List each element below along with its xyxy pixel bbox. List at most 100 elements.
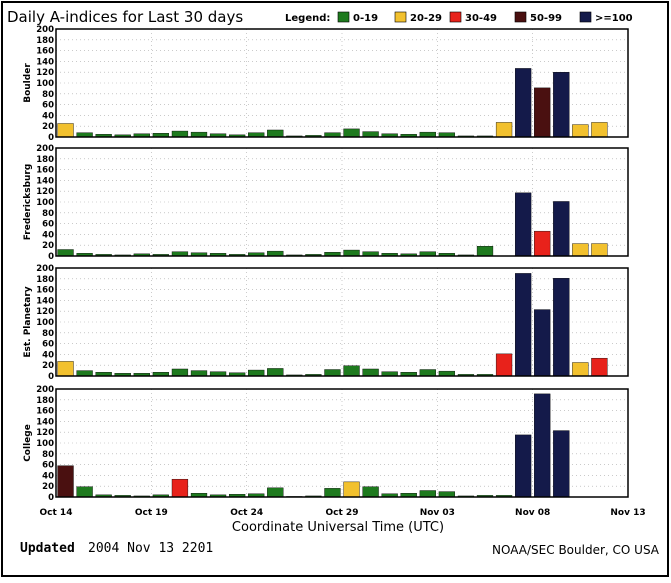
x-tick-label: Nov 08 <box>515 508 550 518</box>
x-axis-ticks: Oct 14 Oct 19 Oct 24 Oct 29 Nov 03 Nov 08 Nov … <box>40 508 646 518</box>
bar <box>515 434 532 498</box>
bar <box>343 128 360 138</box>
bar <box>553 71 570 138</box>
bar <box>76 486 93 498</box>
y-tick-label: 40 <box>42 230 54 240</box>
y-tick-label: 100 <box>36 79 54 89</box>
bar <box>267 129 284 138</box>
x-tick-label: Oct 24 <box>230 508 263 518</box>
bar <box>553 201 570 257</box>
plot-frame <box>55 28 629 138</box>
bar <box>515 273 532 377</box>
x-tick-label: Oct 29 <box>326 508 359 518</box>
bar <box>343 481 360 498</box>
bar <box>572 124 589 138</box>
legend-item-label: 20-29 <box>410 13 442 24</box>
bar <box>190 370 208 377</box>
y-tick-label: 20 <box>42 122 54 132</box>
bar <box>267 368 284 377</box>
panels: 020406080100120140160180200Boulder020406… <box>23 25 629 503</box>
y-tick-label: 180 <box>36 275 54 285</box>
legend-swatch <box>449 11 462 23</box>
y-tick-label: 0 <box>48 133 54 143</box>
y-tick-label: 120 <box>36 187 54 197</box>
y-tick-label: 140 <box>36 176 54 186</box>
bar <box>248 369 265 377</box>
credit-text: NOAA/SEC Boulder, CO USA <box>492 543 660 557</box>
bar <box>553 430 570 498</box>
y-tick-label: 120 <box>36 68 54 78</box>
y-tick-label: 20 <box>42 241 54 251</box>
y-tick-label: 60 <box>42 461 54 471</box>
legend: 0-19 20-29 30-49 50-99 >=100 <box>337 11 633 24</box>
bar <box>343 249 360 257</box>
y-tick-label: 140 <box>36 296 54 306</box>
updated-value: 2004 Nov 13 2201 <box>88 541 213 556</box>
y-tick-label: 200 <box>36 144 54 154</box>
y-tick-label: 200 <box>36 385 54 395</box>
y-tick-label: 80 <box>42 209 54 219</box>
bar <box>438 491 455 498</box>
y-tick-label: 100 <box>36 198 54 208</box>
x-tick-label: Nov 03 <box>420 508 455 518</box>
y-tick-label: 20 <box>42 361 54 371</box>
bar <box>324 369 341 377</box>
bar <box>324 488 341 498</box>
bar <box>57 123 74 138</box>
bar <box>591 357 608 377</box>
y-tick-label: 160 <box>36 47 54 57</box>
y-tick-label: 40 <box>42 350 54 360</box>
updated-label: Updated <box>20 541 75 556</box>
bar <box>343 365 360 377</box>
y-tick-label: 120 <box>36 307 54 317</box>
bar <box>534 393 551 498</box>
x-tick-label: Nov 13 <box>610 508 645 518</box>
bar <box>572 243 589 257</box>
y-tick-label: 40 <box>42 111 54 121</box>
y-tick-label: 0 <box>48 493 54 503</box>
y-tick-label: 140 <box>36 57 54 67</box>
bar <box>515 68 532 138</box>
y-tick-label: 60 <box>42 101 54 111</box>
bar <box>171 368 189 377</box>
x-axis-label: Coordinate Universal Time (UTC) <box>232 520 444 535</box>
panel-fredericksburg: 020406080100120140160180200Fredericksbur… <box>23 144 629 262</box>
x-tick-label: Oct 14 <box>40 508 73 518</box>
y-tick-label: 60 <box>42 220 54 230</box>
y-tick-label: 180 <box>36 36 54 46</box>
bar <box>171 478 189 498</box>
panel-label: College <box>23 424 33 462</box>
y-tick-label: 120 <box>36 428 54 438</box>
bar <box>419 369 436 377</box>
bar <box>267 487 284 498</box>
legend-item-label: 50-99 <box>530 13 562 24</box>
bar <box>591 122 608 138</box>
y-tick-label: 160 <box>36 286 54 296</box>
bar <box>591 243 608 257</box>
bar <box>495 122 513 138</box>
y-tick-label: 200 <box>36 25 54 35</box>
legend-item-label: >=100 <box>595 13 633 24</box>
bar <box>534 309 551 377</box>
y-tick-label: 0 <box>48 372 54 382</box>
bar <box>76 370 93 377</box>
bar <box>57 465 74 498</box>
y-tick-label: 80 <box>42 90 54 100</box>
y-tick-label: 80 <box>42 450 54 460</box>
y-tick-label: 140 <box>36 417 54 427</box>
bar <box>553 278 570 377</box>
bar <box>362 368 379 377</box>
bar <box>515 192 532 257</box>
bar <box>476 246 494 257</box>
panel-label: Fredericksburg <box>23 164 33 241</box>
bar <box>495 353 513 377</box>
bar <box>419 490 436 498</box>
plot-frame <box>55 147 629 257</box>
legend-label: Legend: <box>285 13 330 24</box>
legend-item-label: 0-19 <box>353 13 378 24</box>
plot-frame <box>55 388 629 498</box>
